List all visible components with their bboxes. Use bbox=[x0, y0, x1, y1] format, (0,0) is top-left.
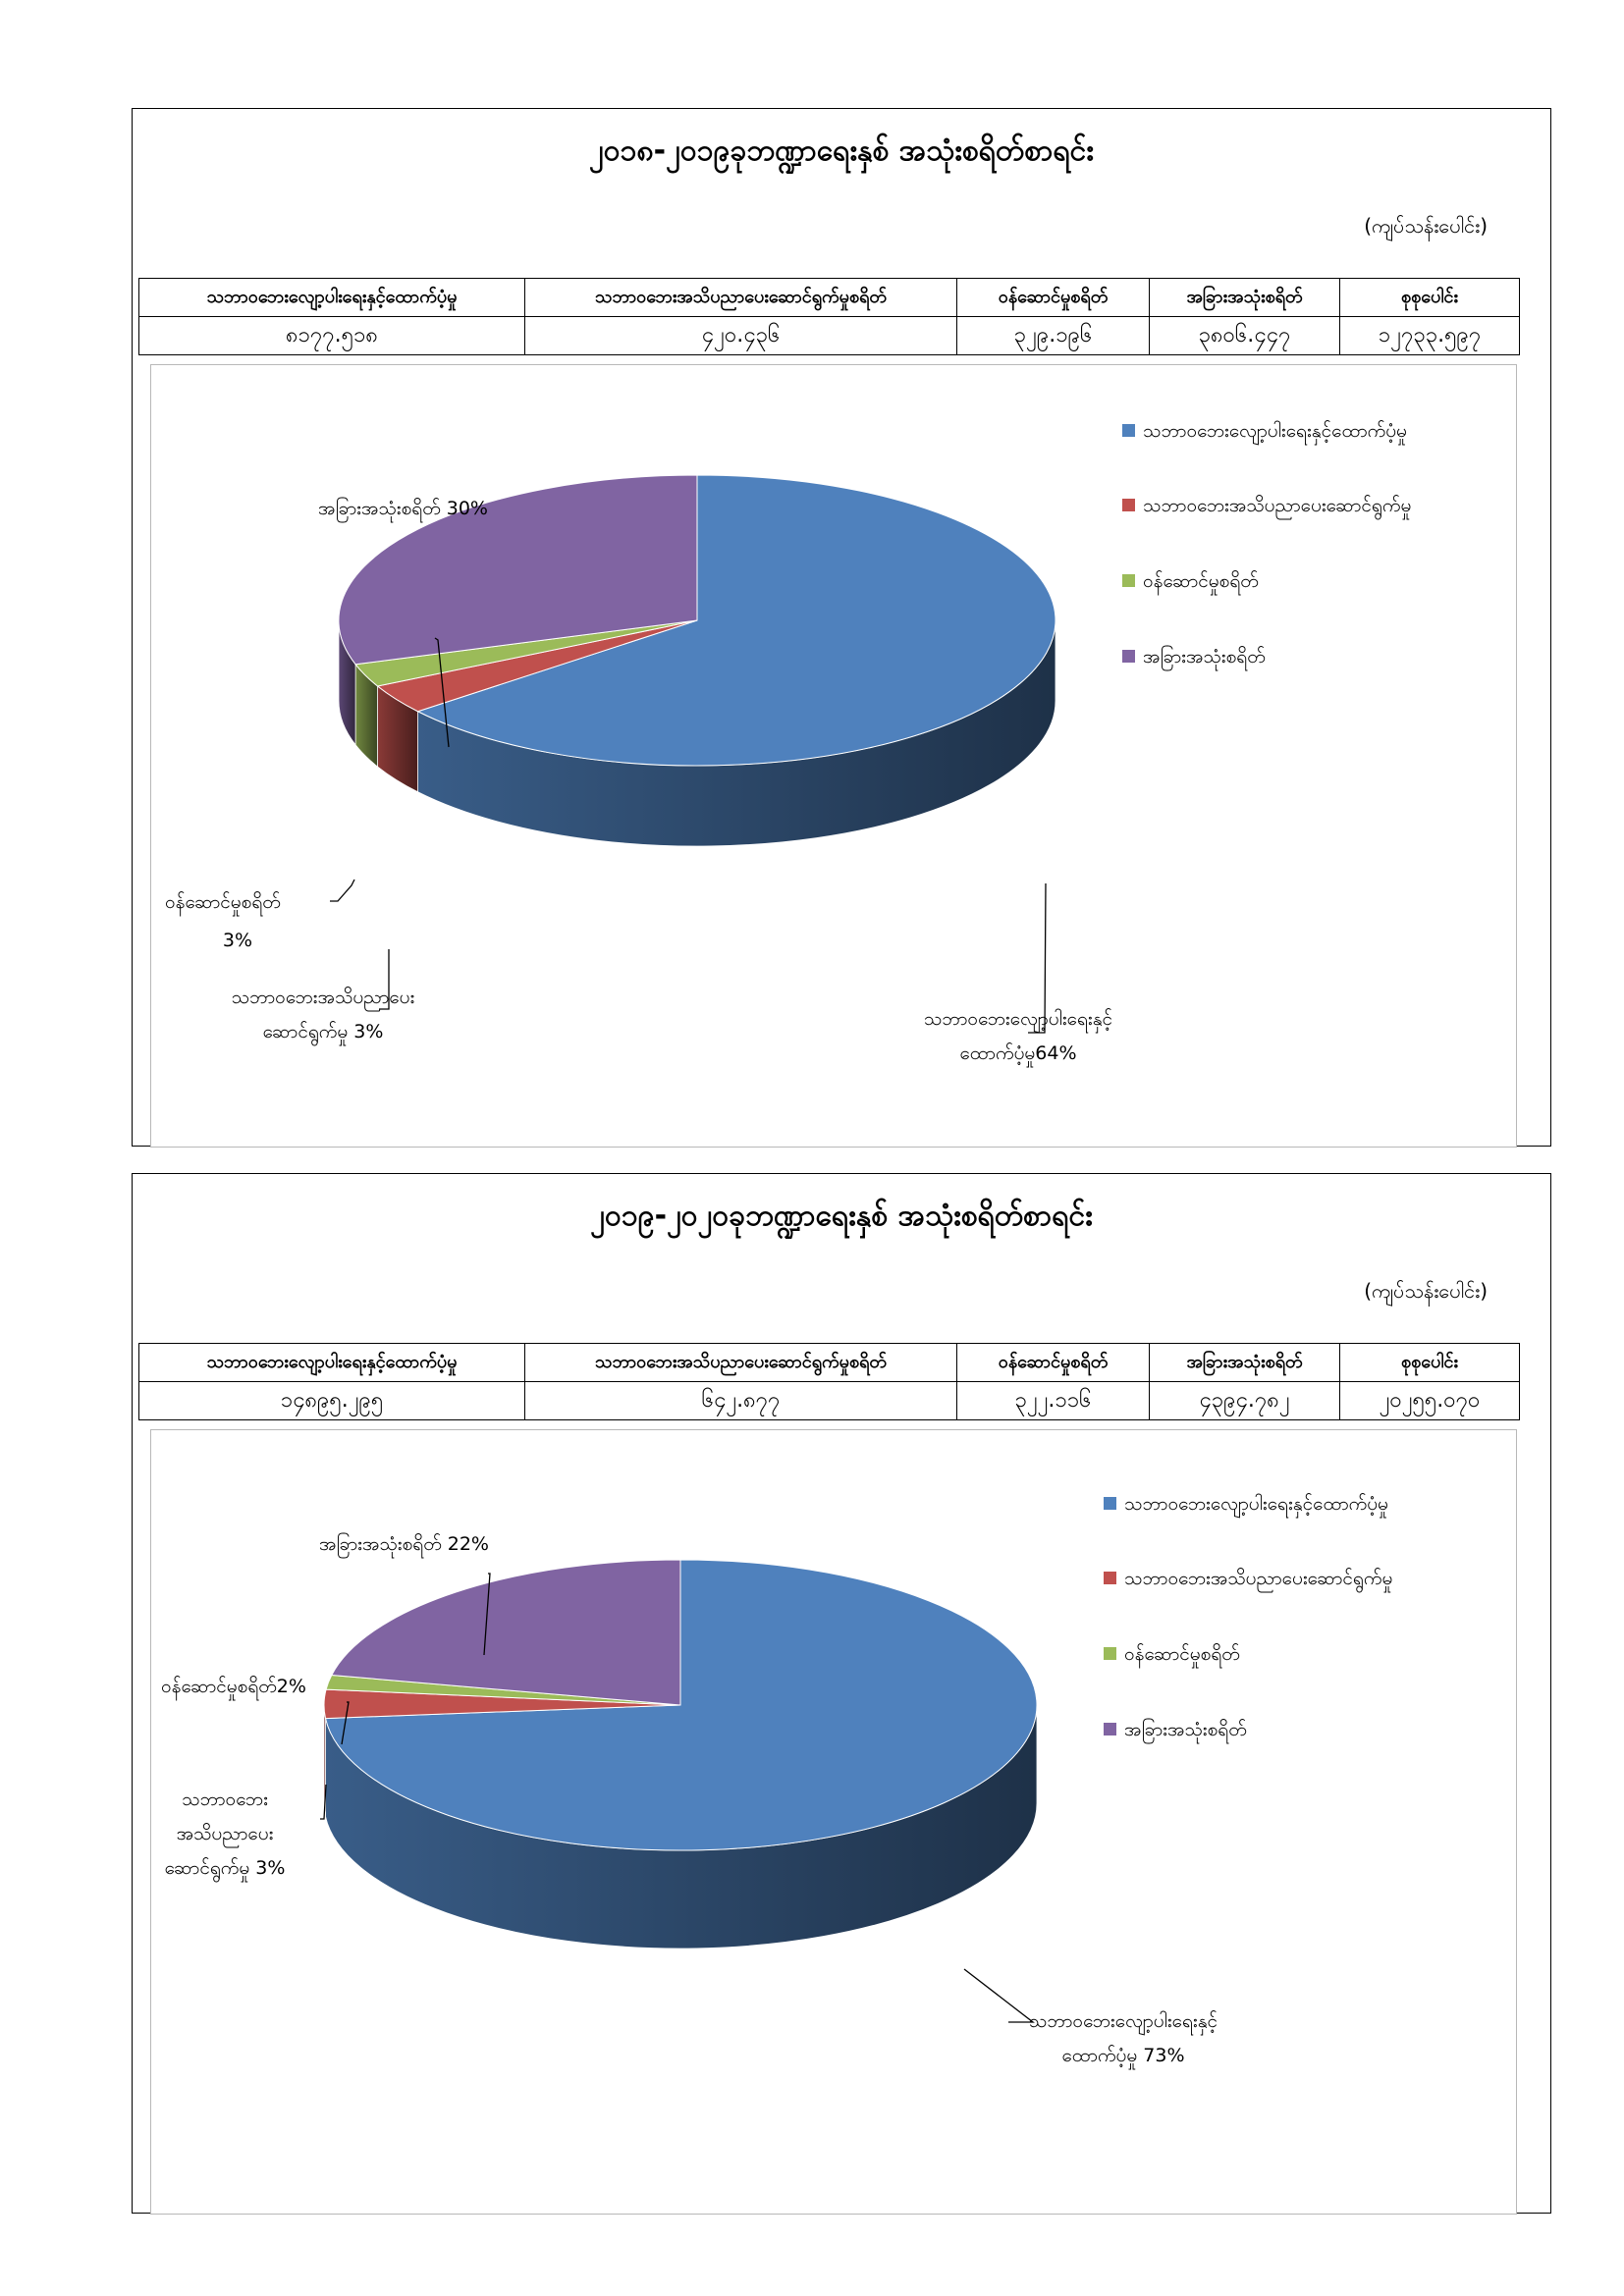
expense-panel-2019-2020: ၂၀၁၉-၂၀၂၀ခုဘဏ္ဍာရေးနှစ် အသုံးစရိတ်စာရင်း… bbox=[132, 1173, 1551, 2215]
unit-label: (ကျပ်သန်းပေါင်း) bbox=[1364, 214, 1488, 238]
pie-slice-other bbox=[338, 474, 698, 666]
table-row: ၈၁၇၇.၅၁၈ ၄၂၀.၄၃၆ ၃၂၉.၁၉၆ ၃၈၀၆.၄၄၇ ၁၂၇၃၃.… bbox=[138, 316, 1520, 355]
pie-chart-svg: အခြားအသုံးစရိတ် 22% ဝန်ဆောင်မှုစရိတ်2% သ… bbox=[161, 1492, 1392, 2070]
data-label-relief-pct: ထောက်ပံ့မှု 73% bbox=[1061, 2044, 1184, 2070]
legend-swatch-awareness bbox=[1122, 499, 1135, 511]
legend-swatch-service bbox=[1104, 1647, 1116, 1660]
data-label-relief: သဘာဝဘေးလျော့ပါးရေးနှင့် bbox=[1029, 2009, 1218, 2036]
table-cell: ၁၂၇၃၃.၅၉၇ bbox=[1339, 316, 1520, 355]
legend: သဘာဝဘေးလျော့ပါးရေးနှင့်ထောက်ပံ့မှု သဘာဝဘ… bbox=[1104, 1492, 1392, 1744]
table-header: စုစုပေါင်း bbox=[1339, 278, 1520, 317]
legend-swatch-relief bbox=[1104, 1497, 1116, 1510]
table-cell: ၄၂၀.၄၃၆ bbox=[524, 316, 957, 355]
leader-line bbox=[341, 1701, 350, 1745]
leader-line bbox=[483, 1573, 491, 1656]
pie-slice-other bbox=[330, 1559, 681, 1706]
table-header: အခြားအသုံးစရိတ် bbox=[1149, 278, 1340, 317]
data-label-relief: သဘာဝဘေးလျော့ပါးရေးနှင့် bbox=[924, 1007, 1112, 1034]
table-header: စုစုပေါင်း bbox=[1339, 1343, 1520, 1382]
legend-item: သဘာဝဘေးလျော့ပါးရေးနှင့်ထောက်ပံ့မှု bbox=[1143, 419, 1407, 446]
legend-swatch-relief bbox=[1122, 424, 1135, 437]
leader-line bbox=[379, 949, 390, 1010]
legend-swatch-other bbox=[1122, 650, 1135, 663]
summary-table: သဘာဝဘေးလျော့ပါးရေးနှင့်ထောက်ပံ့မှု သဘာဝဘ… bbox=[138, 278, 1520, 355]
legend-item: အခြားအသုံးစရိတ် bbox=[1124, 1717, 1247, 1744]
legend-item: ဝန်ဆောင်မှုစရိတ် bbox=[1124, 1642, 1240, 1669]
leader-line bbox=[1028, 882, 1047, 1034]
unit-label: (ကျပ်သန်းပေါင်း) bbox=[1364, 1279, 1488, 1303]
table-cell: ၄၃၉၄.၇၈၂ bbox=[1149, 1381, 1340, 1420]
data-label-awareness: သဘာဝဘေး bbox=[182, 1789, 268, 1810]
table-cell: ၃၈၀၆.၄၄၇ bbox=[1149, 316, 1340, 355]
table-row: ၁၄၈၉၅.၂၉၅ ၆၄၂.၈၇၇ ၃၂၂.၁၁၆ ၄၃၉၄.၇၈၂ ၂၀၂၅၅… bbox=[138, 1381, 1520, 1420]
table-cell: ၃၂၉.၁၉၆ bbox=[956, 316, 1150, 355]
table-header: သဘာဝဘေးလျော့ပါးရေးနှင့်ထောက်ပံ့မှု bbox=[138, 1343, 525, 1382]
pie-slice-relief bbox=[416, 474, 1056, 767]
pie-chart: အခြားအသုံးစရိတ် 30% ဝန်ဆောင်မှုစရိတ် 3% … bbox=[150, 364, 1517, 1148]
legend-item: အခြားအသုံးစရိတ် bbox=[1143, 644, 1266, 671]
table-cell: ၂၀၂၅၅.၀၇၀ bbox=[1339, 1381, 1520, 1420]
leader-line bbox=[320, 1784, 327, 1820]
legend: သဘာဝဘေးလျော့ပါးရေးနှင့်ထောက်ပံ့မှု သဘာဝဘ… bbox=[1122, 419, 1411, 671]
pie-slice-relief bbox=[324, 1559, 1038, 1851]
table-cell: ၈၁၇၇.၅၁၈ bbox=[138, 316, 525, 355]
pie-chart-svg: အခြားအသုံးစရိတ် 30% ဝန်ဆောင်မှုစရိတ် 3% … bbox=[165, 419, 1411, 1068]
data-label-relief-pct: ထောက်ပံ့မှု64% bbox=[959, 1041, 1076, 1068]
data-label-service-pct: 3% bbox=[223, 930, 252, 951]
leader-line bbox=[963, 1968, 1035, 2023]
data-label-other: အခြားအသုံးစရိတ် 22% bbox=[319, 1531, 489, 1559]
data-label-awareness: သဘာဝဘေးအသိပညာပေး bbox=[232, 986, 415, 1012]
panel-title: ၂၀၁၈-၂၀၁၉ခုဘဏ္ဍာရေးနှစ် အသုံးစရိတ်စာရင်း bbox=[589, 133, 1094, 168]
legend-swatch-awareness bbox=[1104, 1572, 1116, 1584]
legend-swatch-other bbox=[1104, 1723, 1116, 1735]
panel-title: ၂၀၁၉-၂၀၂၀ခုဘဏ္ဍာရေးနှစ် အသုံးစရိတ်စာရင်း bbox=[590, 1199, 1093, 1233]
table-header: ဝန်ဆောင်မှုစရိတ် bbox=[956, 278, 1150, 317]
table-header: အခြားအသုံးစရိတ် bbox=[1149, 1343, 1340, 1382]
table-header: သဘာဝဘေးလျော့ပါးရေးနှင့်ထောက်ပံ့မှု bbox=[138, 278, 525, 317]
legend-item: သဘာဝဘေးအသိပညာပေးဆောင်ရွက်မှု bbox=[1124, 1567, 1392, 1593]
expense-panel-2018-2019: ၂၀၁၈-၂၀၁၉ခုဘဏ္ဍာရေးနှစ် အသုံးစရိတ်စာရင်း… bbox=[132, 108, 1551, 1148]
table-cell: ၁၄၈၉၅.၂၉၅ bbox=[138, 1381, 525, 1420]
pie-chart: အခြားအသုံးစရိတ် 22% ဝန်ဆောင်မှုစရိတ်2% သ… bbox=[150, 1429, 1517, 2215]
table-header-row: သဘာဝဘေးလျော့ပါးရေးနှင့်ထောက်ပံ့မှု သဘာဝဘ… bbox=[138, 1343, 1520, 1382]
legend-item: သဘာဝဘေးအသိပညာပေးဆောင်ရွက်မှု bbox=[1143, 494, 1411, 520]
legend-item: ဝန်ဆောင်မှုစရိတ် bbox=[1143, 569, 1259, 596]
table-header: သဘာဝဘေးအသိပညာပေးဆောင်ရွက်မှုစရိတ် bbox=[524, 278, 957, 317]
data-label-service: ဝန်ဆောင်မှုစရိတ်2% bbox=[161, 1675, 306, 1701]
legend-item: သဘာဝဘေးလျော့ပါးရေးနှင့်ထောက်ပံ့မှု bbox=[1124, 1492, 1388, 1519]
data-label-other: အခြားအသုံးစရိတ် 30% bbox=[318, 496, 488, 523]
data-label-service: ဝန်ဆောင်မှုစရိတ် bbox=[165, 890, 281, 917]
table-cell: ၆၄၂.၈၇၇ bbox=[524, 1381, 957, 1420]
table-header-row: သဘာဝဘေးလျော့ပါးရေးနှင့်ထောက်ပံ့မှု သဘာဝဘ… bbox=[138, 278, 1520, 317]
table-header: ဝန်ဆောင်မှုစရိတ် bbox=[956, 1343, 1150, 1382]
legend-swatch-service bbox=[1122, 574, 1135, 587]
data-label-awareness-pct: ဆောင်ရွက်မှု 3% bbox=[165, 1856, 286, 1883]
table-cell: ၃၂၂.၁၁၆ bbox=[956, 1381, 1150, 1420]
leader-line bbox=[434, 637, 450, 748]
data-label-awareness-2: အသိပညာပေး bbox=[177, 1822, 274, 1848]
leader-line bbox=[330, 879, 355, 902]
data-label-awareness-pct: ဆောင်ရွက်မှု 3% bbox=[263, 1020, 384, 1046]
table-header: သဘာဝဘေးအသိပညာပေးဆောင်ရွက်မှုစရိတ် bbox=[524, 1343, 957, 1382]
summary-table: သဘာဝဘေးလျော့ပါးရေးနှင့်ထောက်ပံ့မှု သဘာဝဘ… bbox=[138, 1343, 1520, 1420]
